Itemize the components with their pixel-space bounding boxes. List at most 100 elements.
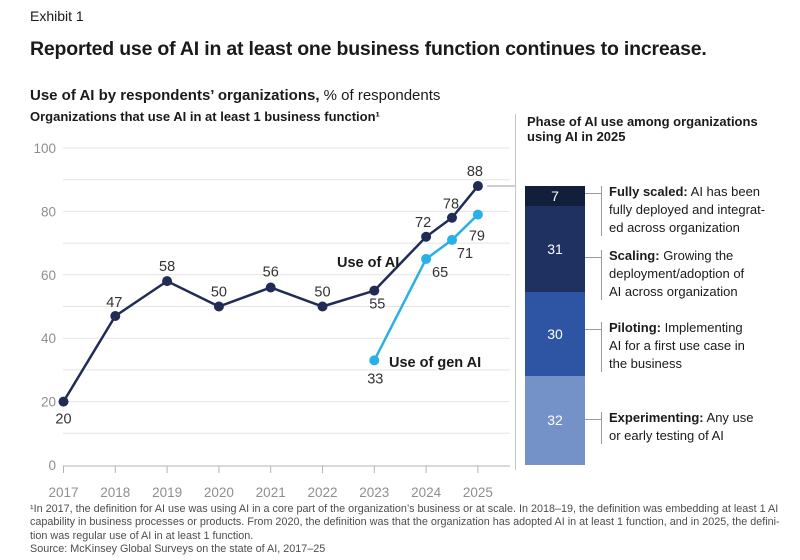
data-label: 20: [55, 412, 71, 428]
data-label: 65: [432, 265, 448, 281]
x-tick-label: 2024: [411, 485, 442, 500]
phase-label-line: fully deployed and integrat-: [609, 202, 766, 217]
phase-value: 32: [547, 412, 563, 429]
phase-segment: 32: [525, 375, 585, 465]
chart-subtitle: Use of AI by respondents’ organizations,…: [30, 87, 440, 104]
phase-panel-title: Phase of AI use among organizations usin…: [527, 114, 758, 144]
phase-connector-h: [585, 257, 601, 258]
phase-label-line: or early testing of AI: [609, 428, 724, 443]
phase-label: Experimenting: Any use or early testing o…: [609, 409, 794, 445]
series-line-use-of-gen-ai: [373, 213, 479, 361]
subtitle-regular-text: % of respondents: [319, 87, 441, 104]
phase-connector-h: [585, 419, 601, 420]
data-point: [472, 209, 483, 220]
phase-segment: 30: [525, 292, 585, 376]
x-tick-label: 2020: [204, 485, 234, 500]
x-tick-label: 2017: [48, 485, 78, 500]
phase-connector-v: [601, 412, 602, 444]
phase-label-line: Experimenting: Any use: [609, 410, 754, 425]
phase-label-line: AI for a first use case in: [609, 338, 745, 353]
phase-stacked-bar: 7 31 30 32: [525, 186, 585, 465]
phase-term: Scaling:: [609, 248, 660, 263]
data-label: 78: [443, 197, 459, 213]
data-point: [265, 282, 276, 293]
phase-connector-h: [585, 193, 601, 194]
data-label: 55: [369, 297, 385, 313]
phase-label-line: Piloting: Implementing: [609, 320, 743, 335]
phase-label-line: Fully scaled: AI has been: [609, 184, 761, 199]
x-tick-label: 2018: [100, 485, 130, 500]
panel-divider: [515, 114, 516, 470]
phase-value: 31: [547, 240, 563, 257]
phase-connector-v: [601, 250, 602, 300]
phase-connector-v: [601, 322, 602, 372]
data-label: 79: [469, 229, 485, 245]
phase-term: Piloting:: [609, 320, 661, 335]
phase-panel-title-line: Phase of AI use among organizations: [527, 114, 758, 129]
data-point: [421, 231, 432, 242]
phase-panel-title-line: using AI in 2025: [527, 128, 626, 144]
data-label: 56: [263, 264, 279, 280]
data-point: [213, 301, 224, 312]
phase-segment: 7: [525, 186, 585, 206]
phase-label: Scaling: Growing the deployment/adoption …: [609, 247, 794, 301]
y-tick-label: 60: [41, 268, 56, 283]
data-label: 33: [367, 371, 383, 387]
data-point: [317, 301, 328, 312]
phase-label-line: Scaling: Growing the: [609, 248, 734, 263]
phase-connector-v: [601, 186, 602, 236]
exhibit-label: Exhibit 1: [30, 8, 84, 24]
phase-segment: 31: [525, 205, 585, 293]
data-point: [369, 285, 380, 296]
footnote-line: tion was regular use of AI in at least 1…: [30, 529, 254, 542]
phase-connector-h: [585, 329, 601, 330]
x-tick-label: 2023: [359, 485, 389, 500]
x-tick-label: 2022: [307, 485, 337, 500]
y-tick-label: 20: [41, 395, 56, 410]
data-point: [472, 181, 483, 192]
data-point: [58, 396, 69, 407]
x-tick-label: 2019: [152, 485, 182, 500]
data-label: 72: [415, 215, 431, 231]
data-label: 58: [159, 259, 175, 275]
data-point: [447, 212, 457, 223]
data-point: [369, 355, 380, 366]
footnote-line: ¹In 2017, the definition for AI use was …: [30, 503, 779, 515]
phase-value: 30: [547, 325, 563, 342]
line-chart: 2017 2018 2019 2020 2021 2022 2023 2024 2025 0 20 4…: [33, 141, 515, 500]
data-label: 71: [457, 246, 473, 262]
source-line: Source: McKinsey Global Surveys on the s…: [30, 543, 326, 556]
y-tick-label: 40: [41, 331, 56, 346]
page-title: Reported use of AI in at least one busin…: [30, 38, 707, 60]
phase-label-line: AI across organization: [609, 284, 738, 299]
data-label: 88: [467, 164, 483, 180]
phase-label-line: the business: [609, 356, 682, 371]
phase-term: Fully scaled:: [609, 184, 688, 199]
footnotes: ¹In 2017, the definition for AI use was …: [30, 503, 790, 557]
data-label: 50: [314, 285, 330, 301]
phase-label: Piloting: Implementing AI for a first use…: [609, 319, 794, 373]
y-tick-label: 80: [41, 204, 56, 219]
y-tick-label: 100: [33, 141, 56, 156]
phase-label-line: ed across organization: [609, 220, 740, 235]
data-label: 47: [106, 295, 122, 311]
x-tick-label: 2025: [463, 485, 493, 500]
data-label: 50: [211, 285, 227, 301]
x-tick-label: 2021: [256, 485, 286, 500]
subtitle-bold-text: Use of AI by respondents’ organizations,: [30, 87, 320, 104]
data-point: [162, 276, 173, 287]
series-line-use-of-ai: [62, 185, 479, 403]
phase-term: Experimenting:: [609, 410, 704, 425]
footnote-line: capability in business processes or prod…: [30, 516, 780, 529]
phase-label: Fully scaled: AI has been fully deployed …: [609, 183, 794, 237]
series-label: Use of AI: [337, 255, 399, 271]
line-chart-title: Organizations that use AI in at least 1 …: [30, 109, 380, 124]
y-tick-label: 0: [48, 458, 56, 473]
phase-label-line: deployment/adoption of: [609, 266, 745, 281]
data-point: [447, 234, 457, 245]
data-point: [110, 311, 121, 322]
series-label: Use of gen AI: [389, 355, 481, 371]
data-point: [421, 253, 432, 264]
phase-value: 7: [551, 187, 559, 204]
